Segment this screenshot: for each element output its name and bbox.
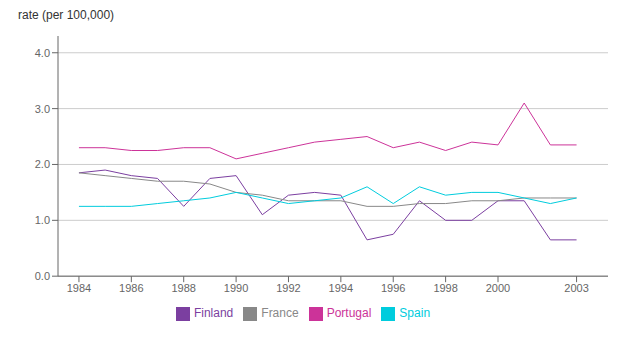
svg-text:1986: 1986 — [119, 282, 143, 294]
html-text:France: France — [261, 306, 299, 321]
svg-text:1992: 1992 — [276, 282, 300, 294]
svg-text:2000: 2000 — [486, 282, 510, 294]
svg-text:1988: 1988 — [171, 282, 195, 294]
svg-text:4.0: 4.0 — [35, 47, 50, 59]
svg-text:1.0: 1.0 — [35, 214, 50, 226]
html-text:Portugal: Portugal — [326, 306, 372, 321]
svg-text:1996: 1996 — [381, 282, 405, 294]
html-text:rate (per 100,000): rate (per 100,000) — [18, 8, 115, 22]
html-text:Spain: Spain — [399, 306, 431, 321]
svg-text:1998: 1998 — [433, 282, 457, 294]
svg-text:1994: 1994 — [329, 282, 353, 294]
svg-text:0.0: 0.0 — [35, 270, 50, 282]
svg-text:1984: 1984 — [67, 282, 91, 294]
svg-text:2.0: 2.0 — [35, 158, 50, 170]
svg-text:3.0: 3.0 — [35, 103, 50, 115]
html-text:Finland: Finland — [193, 306, 234, 321]
svg-text:1990: 1990 — [224, 282, 248, 294]
svg-text:2003: 2003 — [564, 282, 588, 294]
